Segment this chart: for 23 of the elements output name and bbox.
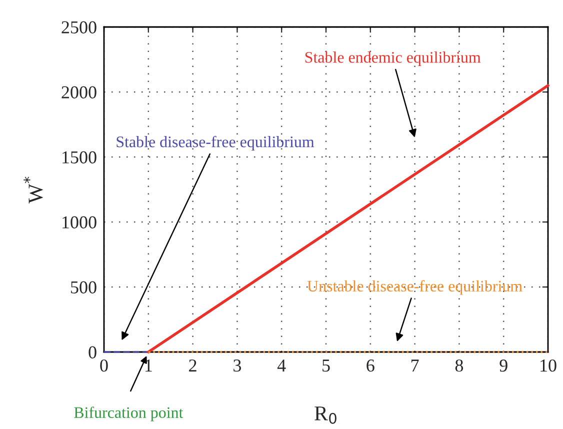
y-tick-label: 2500 bbox=[62, 21, 96, 34]
x-tick-label: 0 bbox=[100, 359, 108, 372]
text: Stable endemic equilibrium bbox=[305, 52, 481, 66]
x-tick-label: 4 bbox=[277, 360, 286, 372]
x-tick-label: 8 bbox=[455, 359, 464, 372]
annotation: Bifurcation point bbox=[74, 406, 184, 422]
x-tick-label: 6 bbox=[366, 360, 374, 372]
x-tick-label: 2 bbox=[189, 360, 196, 372]
x-tick-label: 3 bbox=[234, 360, 242, 372]
x-tick-label: 9 bbox=[500, 360, 508, 372]
y-tick-label: 0 bbox=[88, 346, 96, 358]
y-tick-label: 500 bbox=[71, 281, 96, 294]
y-tick-label: 1500 bbox=[62, 151, 96, 164]
x-axis-title: R$_{0}$ bbox=[314, 406, 336, 424]
y-tick-label: 1000 bbox=[62, 216, 96, 228]
y-axis-title: W$^{*}$ bbox=[24, 176, 43, 204]
x-tick-label: 1 bbox=[145, 360, 152, 372]
x-tick-label: 7 bbox=[411, 360, 419, 372]
text: Unstable disease-free equilibrium bbox=[307, 280, 522, 295]
x-tick-label: 5 bbox=[322, 360, 330, 372]
y-tick-label: 2000 bbox=[62, 86, 96, 98]
text: Stable disease-free equilibrium bbox=[116, 136, 314, 150]
x-tick-label: 10 bbox=[540, 359, 556, 372]
